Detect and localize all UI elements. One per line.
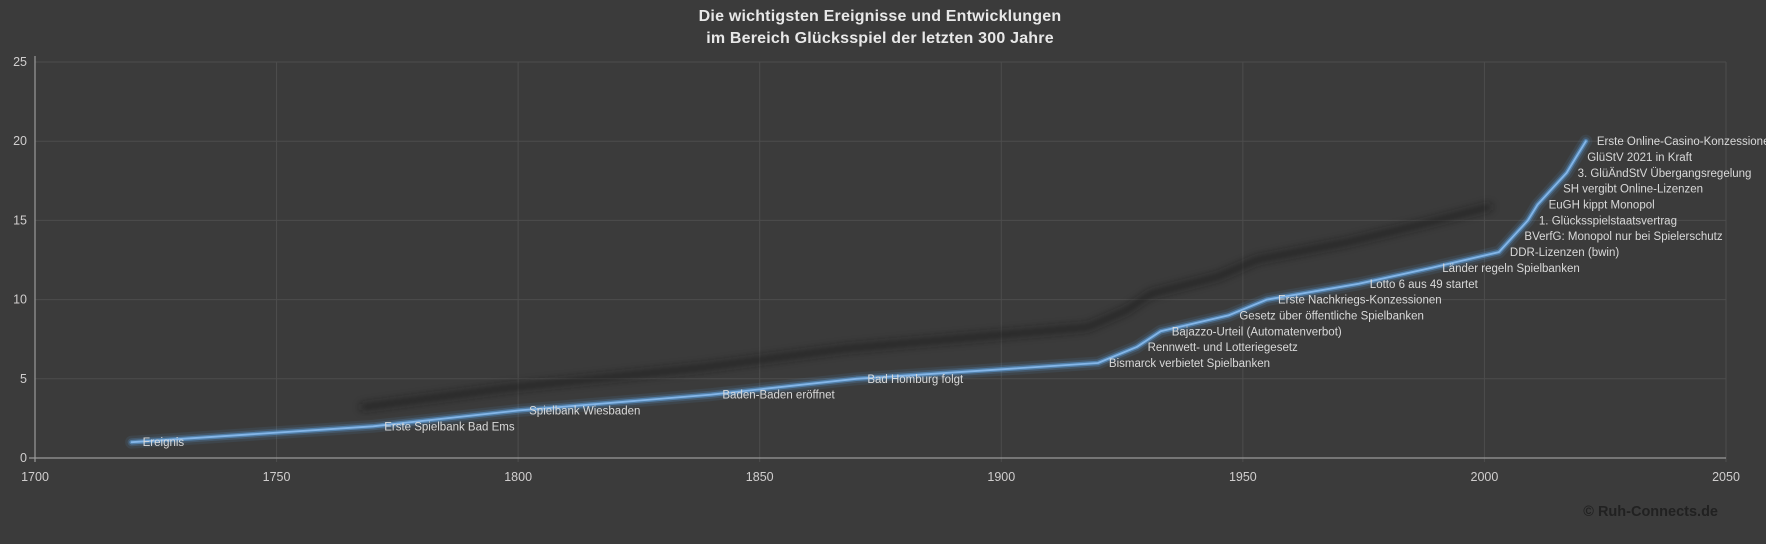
event-label: Baden-Baden eröffnet (722, 390, 835, 402)
y-tick-label: 10 (13, 293, 27, 307)
chart-title: Die wichtigsten Ereignisse und Entwicklu… (0, 6, 1760, 50)
chart-title-line2: im Bereich Glücksspiel der letzten 300 J… (706, 30, 1054, 47)
event-label: EuGH kippt Monopol (1549, 200, 1655, 212)
event-label: Gesetz über öffentliche Spielbanken (1239, 310, 1424, 322)
watermark-text: © Ruh-Connects.de (1583, 504, 1718, 520)
x-tick-label: 2050 (1712, 470, 1740, 484)
event-label: Erste Online-Casino-Konzessionen (1597, 136, 1766, 148)
event-label: 3. GlüÄndStV Übergangsregelung (1578, 168, 1752, 180)
x-tick-label: 1800 (504, 470, 532, 484)
event-label: SH vergibt Online-Lizenzen (1563, 184, 1703, 196)
chart-title-line1: Die wichtigsten Ereignisse und Entwicklu… (698, 8, 1062, 25)
event-label: BVerfG: Monopol nur bei Spielerschutz (1524, 231, 1722, 243)
x-tick-label: 1700 (21, 470, 49, 484)
event-line-glow (127, 137, 1590, 447)
event-line-glow (125, 134, 1593, 449)
event-label: DDR-Lizenzen (bwin) (1510, 247, 1619, 259)
event-line (130, 140, 1587, 444)
x-tick-label: 1900 (987, 470, 1015, 484)
event-label: GlüStV 2021 in Kraft (1587, 152, 1693, 164)
y-tick-label: 20 (13, 134, 27, 148)
event-label: Länder regeln Spielbanken (1442, 263, 1579, 275)
event-label: Bajazzo-Urteil (Automatenverbot) (1172, 326, 1342, 338)
y-tick-label: 0 (20, 451, 27, 465)
y-tick-label: 15 (13, 213, 27, 227)
event-label: Bismarck verbietet Spielbanken (1109, 358, 1270, 370)
event-label: Bad Homburg folgt (867, 374, 964, 386)
x-tick-label: 1950 (1229, 470, 1257, 484)
y-tick-label: 25 (13, 55, 27, 69)
event-label: Spielbank Wiesbaden (529, 405, 640, 417)
event-label: Erste Spielbank Bad Ems (384, 421, 515, 433)
event-label: Erste Nachkriegs-Konzessionen (1278, 295, 1442, 307)
event-label: Ereignis (143, 437, 185, 449)
x-tick-label: 2000 (1471, 470, 1499, 484)
event-label: Rennwett- und Lotteriegesetz (1148, 342, 1298, 354)
x-tick-label: 1850 (746, 470, 774, 484)
event-label: 1. Glücksspielstaatsvertrag (1539, 215, 1677, 227)
line-shadow (359, 203, 1493, 411)
x-tick-label: 1750 (263, 470, 291, 484)
y-tick-label: 5 (20, 372, 27, 386)
event-label: Lotto 6 aus 49 startet (1370, 279, 1479, 291)
event-line-glow (129, 138, 1589, 445)
